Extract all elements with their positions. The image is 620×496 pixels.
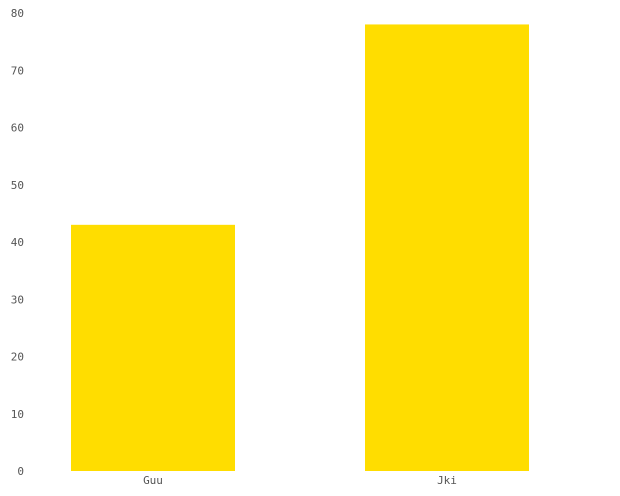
bars-group bbox=[71, 24, 529, 471]
y-tick-label: 30 bbox=[11, 293, 24, 306]
x-axis-labels: Guu Jki bbox=[143, 474, 457, 487]
bar-jki bbox=[365, 24, 529, 471]
x-tick-label: Guu bbox=[143, 474, 163, 487]
bar-guu bbox=[71, 224, 235, 471]
y-tick-label: 60 bbox=[11, 122, 24, 135]
y-tick-label: 0 bbox=[17, 465, 24, 478]
y-tick-label: 50 bbox=[11, 179, 24, 192]
x-tick-label: Jki bbox=[437, 474, 457, 487]
y-tick-label: 70 bbox=[11, 64, 24, 77]
y-tick-label: 10 bbox=[11, 408, 24, 421]
y-tick-label: 20 bbox=[11, 351, 24, 364]
y-tick-label: 80 bbox=[11, 7, 24, 20]
y-axis-ticks: 0 10 20 30 40 50 60 70 80 bbox=[11, 7, 24, 478]
y-tick-label: 40 bbox=[11, 236, 24, 249]
